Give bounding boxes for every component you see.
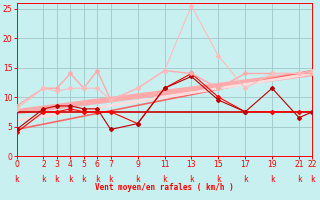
Text: k: k — [310, 175, 315, 184]
Text: k: k — [189, 175, 194, 184]
Text: k: k — [41, 175, 46, 184]
Text: k: k — [14, 175, 19, 184]
Text: k: k — [82, 175, 86, 184]
Text: k: k — [55, 175, 59, 184]
Text: k: k — [68, 175, 73, 184]
Text: k: k — [297, 175, 301, 184]
Text: k: k — [135, 175, 140, 184]
Text: k: k — [216, 175, 220, 184]
Text: k: k — [108, 175, 113, 184]
Text: k: k — [95, 175, 100, 184]
Text: k: k — [270, 175, 275, 184]
X-axis label: Vent moyen/en rafales ( km/h ): Vent moyen/en rafales ( km/h ) — [95, 183, 234, 192]
Text: k: k — [243, 175, 248, 184]
Text: k: k — [162, 175, 167, 184]
